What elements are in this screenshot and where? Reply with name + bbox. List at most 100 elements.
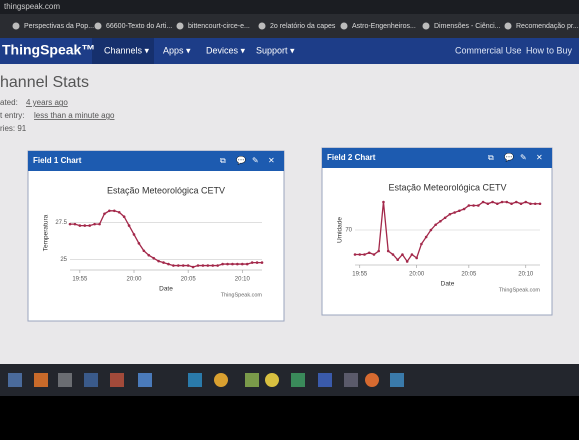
- data-point: [477, 204, 480, 207]
- chart-title: Estação Meteorológica CETV: [388, 182, 506, 192]
- bookmark-icon: [176, 22, 184, 30]
- data-point: [132, 233, 136, 236]
- data-point: [472, 204, 475, 207]
- x-tick-label: 20:00: [409, 272, 425, 278]
- x-tick-label: 20:00: [126, 277, 142, 283]
- panel-button[interactable]: ⧉: [488, 153, 494, 162]
- data-point: [83, 224, 87, 227]
- bookmark[interactable]: Dimensões - Ciênci...: [434, 23, 501, 30]
- data-line: [70, 210, 262, 268]
- nav-link[interactable]: Commercial Use: [455, 45, 522, 55]
- nav-menu[interactable]: Devices ▾: [206, 45, 246, 55]
- data-point: [88, 224, 91, 227]
- panel-button[interactable]: ✕: [536, 153, 543, 162]
- data-point: [147, 253, 151, 257]
- panel-button[interactable]: 💬: [504, 152, 514, 162]
- data-point: [353, 253, 357, 256]
- data-point: [415, 256, 418, 260]
- y-tick-label: 70: [345, 228, 352, 234]
- bookmark[interactable]: 2o relatório da capes: [270, 23, 336, 30]
- data-point: [93, 222, 96, 226]
- brand[interactable]: ThingSpeak™: [2, 42, 95, 58]
- data-point: [533, 202, 537, 206]
- data-point: [216, 264, 219, 267]
- data-point: [78, 224, 82, 227]
- nav-menu[interactable]: Apps ▾: [163, 45, 191, 55]
- bookmark-icon: [422, 22, 430, 30]
- x-tick-label: 20:05: [461, 272, 477, 278]
- panel-button[interactable]: ⧉: [220, 156, 226, 165]
- active-menu: [92, 38, 154, 64]
- x-tick-label: 20:10: [518, 272, 534, 278]
- data-point: [152, 256, 155, 260]
- data-point: [181, 264, 185, 267]
- nav-link[interactable]: How to Buy: [526, 45, 573, 55]
- data-point: [137, 242, 141, 245]
- x-axis-label: Date: [159, 286, 173, 293]
- data-point: [372, 253, 376, 256]
- data-point: [443, 216, 447, 220]
- nav-menu[interactable]: Channels ▾: [104, 45, 150, 55]
- data-point: [420, 242, 423, 246]
- data-point: [448, 212, 452, 216]
- panel-button[interactable]: ✕: [268, 156, 275, 165]
- y-axis-label: Umidade: [337, 217, 344, 243]
- panel-button[interactable]: ✎: [252, 156, 259, 165]
- data-point: [191, 265, 195, 269]
- data-point: [73, 222, 77, 226]
- credit: ThingSpeak.com: [221, 292, 263, 298]
- data-point: [405, 260, 409, 263]
- data-point: [377, 249, 381, 253]
- data-point: [467, 204, 471, 207]
- data-point: [382, 200, 385, 204]
- y-tick-label: 25: [60, 257, 67, 263]
- y-tick-label: 27.5: [55, 220, 67, 226]
- data-point: [206, 264, 210, 267]
- data-point: [157, 259, 160, 263]
- data-point: [358, 253, 362, 256]
- panel-title: Field 1 Chart: [33, 156, 82, 165]
- data-point: [434, 223, 437, 227]
- data-point: [386, 249, 390, 253]
- data-point: [486, 202, 490, 206]
- bookmark[interactable]: Recomendação pr...: [516, 23, 579, 30]
- panel-header: [322, 148, 552, 168]
- bookmark-icon: [258, 22, 266, 30]
- data-point: [250, 261, 254, 264]
- data-point: [391, 253, 395, 256]
- data-point: [396, 258, 399, 262]
- panel-button[interactable]: ✎: [520, 153, 527, 162]
- chart-panel: [321, 147, 553, 316]
- data-point: [260, 261, 264, 264]
- data-point: [519, 202, 523, 206]
- data-point: [226, 262, 229, 266]
- bookmark-icon: [94, 22, 102, 30]
- chart-title: Estação Meteorológica CETV: [107, 185, 225, 195]
- tab[interactable]: thingspeak.com: [4, 2, 60, 11]
- bookmark[interactable]: 66600-Texto do Arti...: [106, 23, 172, 30]
- bookmark[interactable]: bittencourt-circe-e...: [188, 23, 250, 30]
- data-point: [245, 262, 249, 266]
- data-point: [201, 264, 205, 267]
- data-point: [529, 202, 532, 206]
- bookmark[interactable]: Astro-Engenheiros...: [352, 23, 416, 30]
- data-point: [98, 222, 101, 226]
- data-point: [453, 211, 456, 214]
- chart-panel: [27, 150, 285, 322]
- data-point: [162, 261, 165, 264]
- bookmark-icon: [340, 22, 348, 30]
- bookmark[interactable]: Perspectivas da Pop...: [24, 23, 94, 30]
- data-point: [255, 261, 259, 264]
- stat-value: 4 years ago: [26, 98, 68, 107]
- data-point: [231, 262, 234, 266]
- data-line: [355, 201, 540, 263]
- data-point: [113, 209, 116, 213]
- x-tick-label: 19:55: [72, 277, 88, 283]
- data-point: [510, 202, 513, 206]
- panel-button[interactable]: 💬: [236, 155, 246, 165]
- data-point: [401, 253, 404, 256]
- bookmark-icon: [12, 22, 20, 30]
- nav-menu[interactable]: Support ▾: [256, 45, 295, 55]
